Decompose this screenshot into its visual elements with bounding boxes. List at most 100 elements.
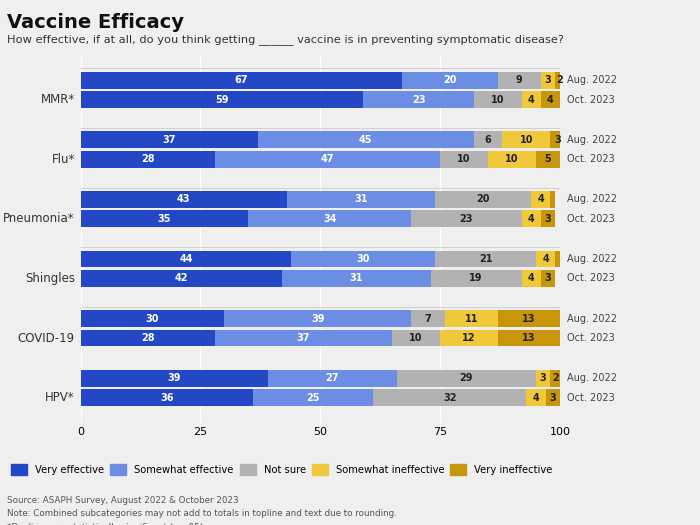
Bar: [215, 151, 440, 167]
Bar: [498, 310, 560, 327]
Text: Aug. 2022: Aug. 2022: [567, 254, 617, 264]
Bar: [253, 389, 373, 406]
Bar: [536, 250, 555, 267]
Bar: [474, 131, 503, 148]
Bar: [80, 389, 253, 406]
Bar: [80, 270, 282, 287]
Bar: [474, 91, 522, 108]
Text: 3: 3: [550, 393, 556, 403]
Text: Aug. 2022: Aug. 2022: [567, 373, 617, 383]
Text: 6: 6: [484, 135, 491, 145]
Text: 39: 39: [311, 313, 325, 323]
Bar: [80, 131, 258, 148]
Text: 10: 10: [505, 154, 519, 164]
Text: 4: 4: [547, 94, 554, 104]
Text: 21: 21: [479, 254, 492, 264]
Bar: [80, 72, 402, 89]
Bar: [80, 91, 363, 108]
Text: Oct. 2023: Oct. 2023: [567, 94, 615, 104]
Bar: [412, 211, 522, 227]
Text: 35: 35: [158, 214, 172, 224]
Legend: Very effective, Somewhat effective, Not sure, Somewhat ineffective, Very ineffec: Very effective, Somewhat effective, Not …: [11, 465, 553, 475]
Bar: [440, 151, 488, 167]
Text: Aug. 2022: Aug. 2022: [567, 313, 617, 323]
Text: 23: 23: [460, 214, 473, 224]
Bar: [498, 330, 560, 346]
Text: 4: 4: [528, 94, 535, 104]
Text: 20: 20: [443, 75, 456, 85]
Bar: [80, 151, 215, 167]
Bar: [545, 389, 560, 406]
Text: 42: 42: [174, 274, 188, 284]
Text: 37: 37: [162, 135, 176, 145]
Bar: [258, 131, 474, 148]
Text: 11: 11: [465, 313, 478, 323]
Text: 10: 10: [491, 94, 505, 104]
Bar: [488, 151, 536, 167]
Text: 25: 25: [307, 393, 320, 403]
Text: 36: 36: [160, 393, 174, 403]
Bar: [498, 72, 541, 89]
Bar: [541, 211, 555, 227]
Bar: [291, 250, 435, 267]
Bar: [267, 370, 397, 386]
Text: 29: 29: [460, 373, 473, 383]
Text: 30: 30: [146, 313, 159, 323]
Text: 4: 4: [542, 254, 549, 264]
Bar: [541, 91, 560, 108]
Text: 3: 3: [545, 274, 552, 284]
Text: Aug. 2022: Aug. 2022: [567, 75, 617, 85]
Bar: [392, 330, 440, 346]
Bar: [248, 211, 412, 227]
Text: 28: 28: [141, 333, 155, 343]
Text: 39: 39: [167, 373, 181, 383]
Text: Aug. 2022: Aug. 2022: [567, 135, 617, 145]
Bar: [397, 370, 536, 386]
Text: 3: 3: [540, 373, 547, 383]
Text: 34: 34: [323, 214, 337, 224]
Bar: [435, 250, 536, 267]
Bar: [402, 72, 498, 89]
Bar: [430, 270, 522, 287]
Text: Oct. 2023: Oct. 2023: [567, 274, 615, 284]
Text: 67: 67: [234, 75, 248, 85]
Text: Oct. 2023: Oct. 2023: [567, 154, 615, 164]
Text: 9: 9: [516, 75, 523, 85]
Text: 3: 3: [545, 75, 552, 85]
Bar: [373, 389, 526, 406]
Text: Vaccine Efficacy: Vaccine Efficacy: [7, 13, 184, 32]
Bar: [80, 330, 215, 346]
Text: 47: 47: [321, 154, 334, 164]
Bar: [80, 310, 224, 327]
Bar: [287, 191, 435, 208]
Text: 20: 20: [477, 194, 490, 204]
Text: 23: 23: [412, 94, 426, 104]
Bar: [536, 151, 560, 167]
Bar: [550, 191, 555, 208]
Text: 32: 32: [443, 393, 456, 403]
Text: 13: 13: [522, 333, 536, 343]
Bar: [550, 131, 565, 148]
Text: 3: 3: [545, 214, 552, 224]
Text: 4: 4: [538, 194, 544, 204]
Text: 4: 4: [533, 393, 540, 403]
Text: Oct. 2023: Oct. 2023: [567, 214, 615, 224]
Bar: [555, 250, 560, 267]
Text: 10: 10: [457, 154, 471, 164]
Bar: [522, 270, 541, 287]
Text: 13: 13: [522, 313, 536, 323]
Text: Oct. 2023: Oct. 2023: [567, 393, 615, 403]
Bar: [80, 370, 267, 386]
Bar: [555, 72, 565, 89]
Bar: [531, 191, 550, 208]
Text: 31: 31: [349, 274, 363, 284]
Text: 44: 44: [179, 254, 193, 264]
Bar: [215, 330, 392, 346]
Text: 4: 4: [528, 274, 535, 284]
Text: 37: 37: [297, 333, 310, 343]
Bar: [80, 250, 291, 267]
Bar: [363, 91, 474, 108]
Text: 30: 30: [357, 254, 370, 264]
Text: 28: 28: [141, 154, 155, 164]
Bar: [503, 131, 550, 148]
